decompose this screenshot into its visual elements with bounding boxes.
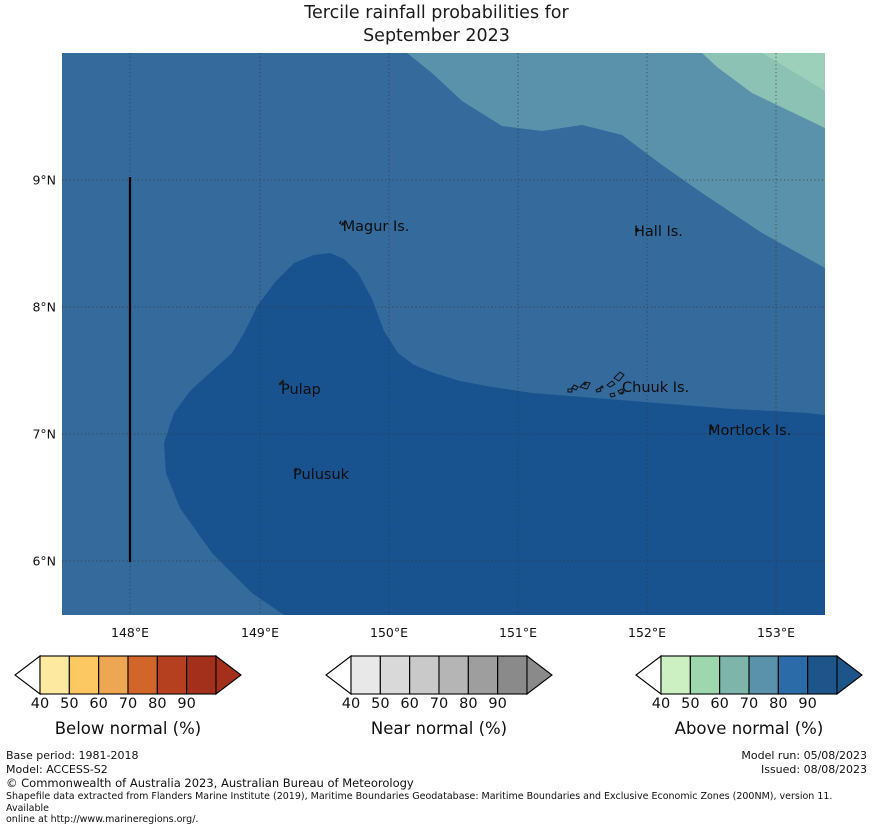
colorbar-tick-70: 70 xyxy=(739,696,759,712)
x-axis-ticks: 148°E 149°E 150°E 151°E 152°E 153°E xyxy=(0,625,873,645)
colorbar-near-normal-label: Near normal (%) xyxy=(370,719,508,738)
colorbar-segment-70 xyxy=(748,655,779,695)
x-tick-150e: 150°E xyxy=(369,625,409,640)
colorbar-segment-40 xyxy=(660,655,691,695)
colorbar-below-normal: 40 50 60 70 80 90 Below normal (%) xyxy=(14,654,242,738)
x-tick-148e: 148°E xyxy=(110,625,150,640)
place-label-pulusuk: Pulusuk xyxy=(293,467,350,483)
colorbar-above-normal: 40 50 60 70 80 90 Above normal (%) xyxy=(635,654,863,738)
colorbar-under-arrow xyxy=(325,654,352,696)
colorbar-segment-50 xyxy=(68,655,100,695)
colorbar-tick-50: 50 xyxy=(60,696,79,712)
colorbar-segment-70 xyxy=(438,655,469,695)
copyright-text: © Commonwealth of Australia 2023, Austra… xyxy=(6,776,414,790)
y-tick-7n: 7°N xyxy=(32,426,56,442)
colorbar-tick-80: 80 xyxy=(148,696,167,712)
title-line-1: Tercile rainfall probabilities for xyxy=(304,3,569,23)
colorbar-over-arrow xyxy=(526,654,553,696)
colorbar-segment-40 xyxy=(350,655,381,695)
colorbar-tick-70: 70 xyxy=(429,696,449,712)
colorbar-tick-40: 40 xyxy=(651,696,671,712)
issued-text: Issued: 08/08/2023 xyxy=(760,762,867,776)
shapefile-attribution: Shapefile data extracted from Flanders M… xyxy=(6,791,868,826)
page-title: Tercile rainfall probabilities for Septe… xyxy=(0,2,873,48)
colorbar-segment-60 xyxy=(719,655,750,695)
region-70-80 xyxy=(407,53,825,268)
colorbar-over-arrow xyxy=(215,654,242,696)
colorbar-segment-60 xyxy=(409,655,440,695)
colorbar-segment-40 xyxy=(39,655,70,695)
colorbar-under-arrow xyxy=(635,654,662,696)
base-period-text: Base period: 1981-2018 xyxy=(6,749,139,762)
colorbar-under-arrow xyxy=(14,654,41,696)
colorbar-segment-80 xyxy=(156,655,188,695)
title-line-2: September 2023 xyxy=(363,26,510,46)
colorbar-segment-70 xyxy=(127,655,158,695)
colorbar-over-arrow xyxy=(836,654,863,696)
colorbar-near-normal: 40 50 60 70 80 90 Near normal (%) xyxy=(325,654,553,738)
colorbar-tick-50: 50 xyxy=(371,696,390,712)
colorbar-tick-40: 40 xyxy=(30,696,50,712)
x-tick-149e: 149°E xyxy=(240,625,280,640)
model-text: Model: ACCESS-S2 xyxy=(6,762,108,776)
place-label-mortlock: Mortlock Is. xyxy=(708,423,792,439)
colorbar-segment-90 xyxy=(186,655,217,695)
place-label-magur: ʻMagur Is. xyxy=(338,219,410,235)
colorbar-tick-60: 60 xyxy=(400,696,419,712)
place-label-chuuk: Chuuk Is. xyxy=(622,380,690,396)
colorbar-near-normal-bar xyxy=(325,654,553,696)
colorbar-tick-90: 90 xyxy=(488,696,507,712)
x-tick-152e: 152°E xyxy=(627,625,667,640)
colorbar-below-normal-bar xyxy=(14,654,242,696)
colorbar-above-normal-label: Above normal (%) xyxy=(674,719,824,738)
place-label-pulap: Pulap xyxy=(281,382,321,398)
colorbar-tick-80: 80 xyxy=(769,696,788,712)
map-plot-area[interactable]: ʻMagur Is. Hall Is. Pulap Chuuk Is. Mort… xyxy=(62,53,825,615)
region-50-60-tip xyxy=(762,53,825,91)
colorbar-tick-80: 80 xyxy=(459,696,478,712)
colorbar-segment-90 xyxy=(807,655,838,695)
shapefile-line-1: Shapefile data extracted from Flanders M… xyxy=(6,791,833,814)
colorbar-tick-90: 90 xyxy=(177,696,196,712)
colorbar-segment-50 xyxy=(689,655,721,695)
colorbar-tick-90: 90 xyxy=(798,696,817,712)
footer-right: Model run: 05/08/2023 Issued: 08/08/2023 xyxy=(741,749,867,776)
colorbar-tick-40: 40 xyxy=(341,696,361,712)
island-shapes xyxy=(278,221,714,472)
place-label-hall: Hall Is. xyxy=(634,224,683,240)
probability-contour-map xyxy=(62,53,825,615)
model-run-text: Model run: 05/08/2023 xyxy=(741,749,867,762)
region-above-90 xyxy=(164,253,825,615)
x-tick-151e: 151°E xyxy=(498,625,538,640)
colorbar-tick-60: 60 xyxy=(710,696,729,712)
colorbar-segment-60 xyxy=(98,655,129,695)
colorbar-tick-70: 70 xyxy=(118,696,138,712)
colorbar-segment-80 xyxy=(777,655,809,695)
y-tick-6n: 6°N xyxy=(32,553,56,569)
colorbar-above-normal-ticks: 40 50 60 70 80 90 xyxy=(635,696,863,716)
y-tick-8n: 8°N xyxy=(32,299,56,315)
colorbar-below-normal-ticks: 40 50 60 70 80 90 xyxy=(14,696,242,716)
y-tick-9n: 9°N xyxy=(32,172,56,188)
colorbar-near-normal-ticks: 40 50 60 70 80 90 xyxy=(325,696,553,716)
colorbar-tick-60: 60 xyxy=(89,696,108,712)
y-axis-ticks: 9°N 8°N 7°N 6°N xyxy=(0,0,56,816)
colorbar-above-normal-bar xyxy=(635,654,863,696)
colorbar-segment-90 xyxy=(497,655,528,695)
colorbar-segment-80 xyxy=(467,655,499,695)
x-tick-153e: 153°E xyxy=(756,625,796,640)
footer-left: Base period: 1981-2018 Model: ACCESS-S2 xyxy=(6,749,138,776)
colorbar-segment-50 xyxy=(379,655,411,695)
colorbar-below-normal-label: Below normal (%) xyxy=(54,719,202,738)
colorbar-tick-50: 50 xyxy=(681,696,700,712)
